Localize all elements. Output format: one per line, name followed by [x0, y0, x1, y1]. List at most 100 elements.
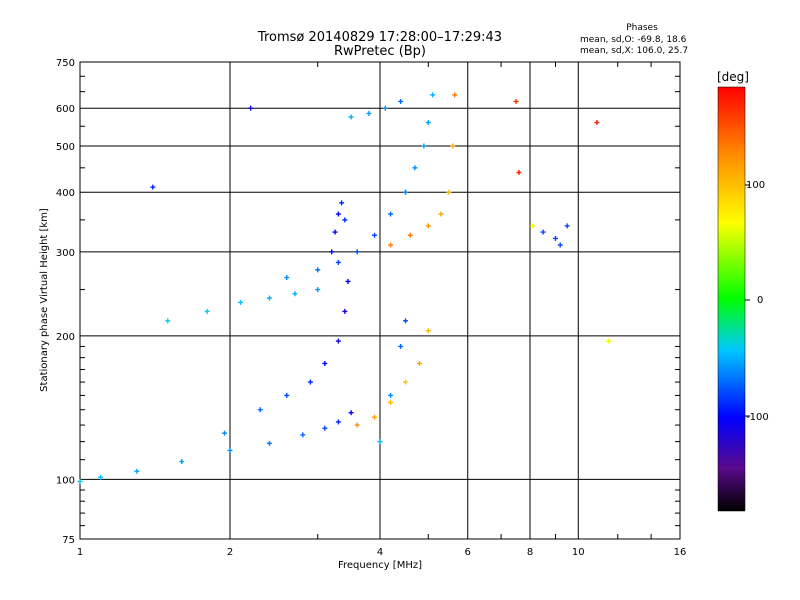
stats-line-x: mean, sd,X: 106.0, 25.7 [580, 46, 688, 56]
echo-point [315, 287, 321, 293]
x-tick-label: 16 [674, 547, 687, 558]
echo-point [227, 447, 233, 453]
echo-point [388, 392, 394, 398]
echo-point [322, 425, 328, 431]
echo-point [354, 249, 360, 255]
echo-point [335, 419, 341, 425]
echo-point [322, 360, 328, 366]
echo-point [307, 379, 313, 385]
echo-point [421, 143, 427, 149]
chart-title: Tromsø 20140829 17:28:00–17:29:43 [257, 30, 502, 45]
stats-line-o: mean, sd,O: -69.8, 18.6 [580, 35, 687, 45]
echo-point [425, 120, 431, 126]
echo-point [335, 211, 341, 217]
echo-point [300, 432, 306, 438]
echo-point [398, 98, 404, 104]
chart-subtitle: RwPretec (Bp) [334, 44, 426, 59]
echo-point [266, 440, 272, 446]
echo-point [388, 399, 394, 405]
echo-point [238, 299, 244, 305]
echo-point [438, 211, 444, 217]
x-axis-ticks: 1 2 4 6 8 10 16 [77, 62, 687, 558]
echo-point [530, 223, 536, 229]
echo-point [354, 422, 360, 428]
echo-point [348, 410, 354, 416]
echo-point [266, 295, 272, 301]
y-axis-ticks: 75 100 200 300 400 500 600 750 [56, 58, 680, 546]
x-axis-label: Frequency [MHz] [338, 560, 422, 571]
grid-lines [80, 62, 680, 539]
echo-point [257, 407, 263, 413]
echo-point [204, 308, 210, 314]
echo-point [179, 459, 185, 465]
y-tick-label: 200 [56, 332, 75, 343]
echo-point [332, 229, 338, 235]
echo-point [402, 318, 408, 324]
colorbar-label: [deg] [717, 70, 749, 84]
echo-point [402, 189, 408, 195]
y-tick-label: 300 [56, 248, 75, 259]
echo-point [388, 242, 394, 248]
y-tick-label: 100 [56, 475, 75, 486]
echo-point [372, 232, 378, 238]
echo-point [564, 223, 570, 229]
echo-point [248, 105, 254, 111]
echo-point [329, 249, 335, 255]
echo-point [165, 318, 171, 324]
echo-point [342, 217, 348, 223]
y-tick-label: 400 [56, 188, 75, 199]
echo-point [342, 308, 348, 314]
echo-point [335, 338, 341, 344]
x-tick-label: 6 [465, 547, 471, 558]
echo-point [450, 143, 456, 149]
echo-point [452, 92, 458, 98]
echo-point [412, 165, 418, 171]
echo-point [540, 229, 546, 235]
echo-point [348, 114, 354, 120]
echo-point [372, 414, 378, 420]
echo-point [446, 189, 452, 195]
y-tick-label: 75 [62, 535, 75, 546]
plot-area: 1 2 4 6 8 10 16 75 100 200 300 400 500 600 750 [56, 58, 686, 558]
echo-point [284, 275, 290, 281]
echo-point [402, 379, 408, 385]
echo-point [366, 110, 372, 116]
y-tick-label: 500 [56, 142, 75, 153]
colorbar-tick-neg100: -100 [746, 412, 769, 423]
echo-point [430, 92, 436, 98]
x-tick-label: 10 [572, 547, 585, 558]
echo-point [516, 169, 522, 175]
x-tick-label: 1 [77, 547, 83, 558]
echo-point [345, 278, 351, 284]
colorbar-tick-0: 0 [757, 295, 763, 306]
echo-point [284, 392, 290, 398]
y-tick-label: 600 [56, 104, 75, 115]
echo-point [150, 184, 156, 190]
echo-point [292, 291, 298, 297]
x-tick-label: 8 [527, 547, 533, 558]
echo-point [606, 338, 612, 344]
echo-point [377, 439, 383, 445]
echo-point [425, 223, 431, 229]
echo-point [513, 98, 519, 104]
y-tick-label: 750 [56, 58, 75, 69]
echo-point [398, 343, 404, 349]
colorbar-gradient [717, 86, 746, 512]
echo-point [339, 200, 345, 206]
echo-point [335, 259, 341, 265]
stats-heading: Phases [626, 23, 658, 33]
echo-point [134, 468, 140, 474]
colorbar-tick-100: 100 [746, 180, 765, 191]
echo-point [407, 232, 413, 238]
echo-point [388, 211, 394, 217]
echo-point [557, 242, 563, 248]
echo-point [416, 360, 422, 366]
echo-point [382, 105, 388, 111]
echo-point [315, 267, 321, 273]
echo-point [425, 328, 431, 334]
echo-point [98, 474, 104, 480]
echo-point [594, 120, 600, 126]
data-points [77, 92, 612, 484]
x-tick-label: 2 [227, 547, 233, 558]
